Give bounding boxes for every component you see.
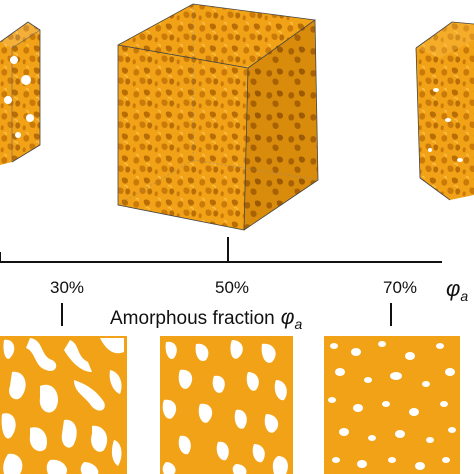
cube-center — [117, 3, 319, 231]
fraction-axis: 30% 50% 70% φa Amorphous fraction φa — [0, 237, 468, 332]
slice-70 — [324, 336, 460, 474]
tick-label-50: 50% — [215, 278, 249, 297]
axis-edge-symbol: φa — [446, 276, 468, 304]
tick-label-30: 30% — [50, 278, 84, 297]
cube-right-partial — [415, 21, 474, 201]
slice-30 — [0, 336, 127, 474]
axis-title: Amorphous fraction φa — [110, 306, 302, 332]
tick-label-70: 70% — [383, 278, 417, 297]
cube-left-partial — [0, 21, 41, 165]
slice-50 — [160, 336, 293, 474]
